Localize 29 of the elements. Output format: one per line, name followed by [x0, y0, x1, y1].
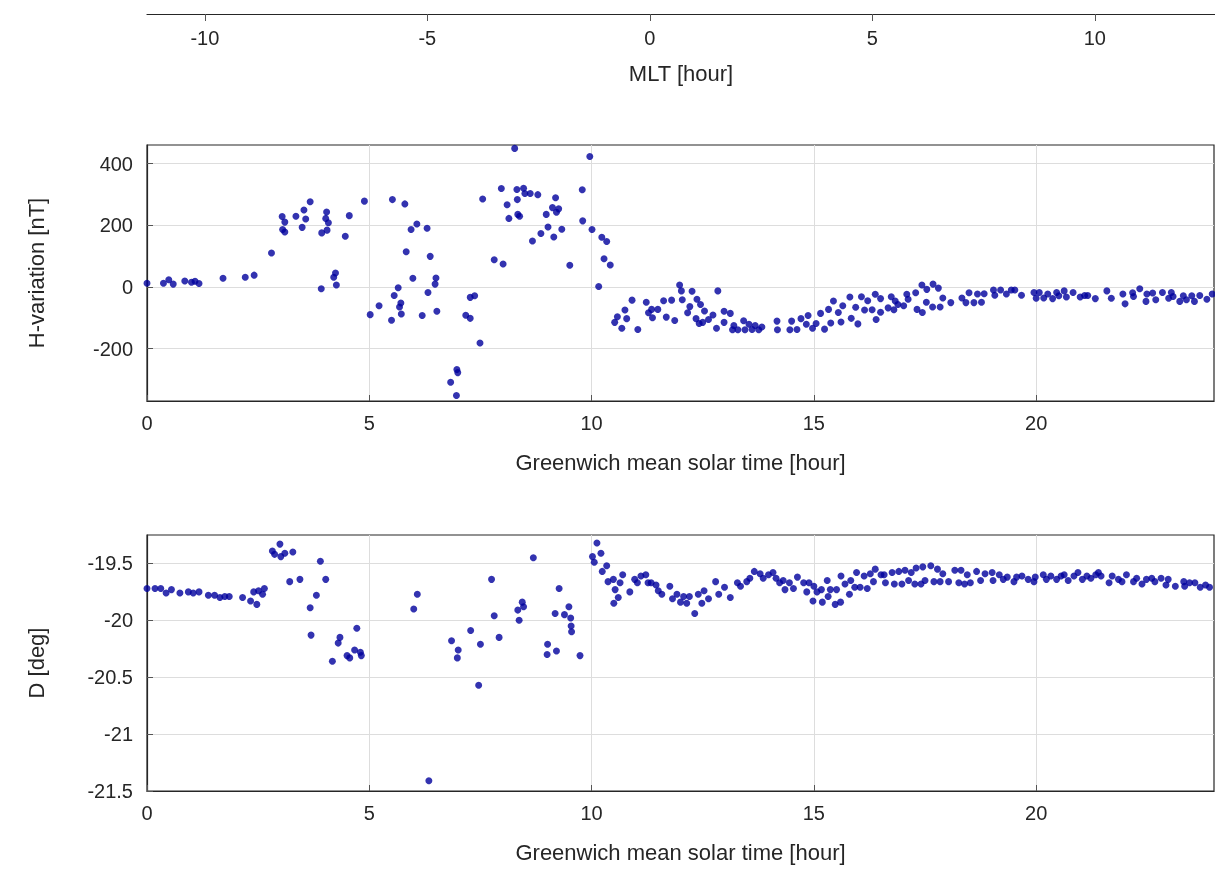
- y-tick-label: 200: [99, 214, 133, 237]
- x-tick-label: 20: [1025, 802, 1048, 824]
- x-tick-label: 0: [141, 802, 153, 824]
- x-tick-label: 5: [363, 412, 375, 434]
- x-tick-label: 15: [802, 412, 825, 434]
- y-tick-label: -200: [92, 337, 133, 360]
- x2-tick-label: 5: [866, 27, 878, 49]
- x2-tick-label: 10: [1083, 27, 1106, 49]
- y-tick-label: -21.5: [87, 780, 133, 802]
- y-tick-label: -21: [104, 723, 133, 746]
- x-tick-label: 15: [802, 802, 825, 824]
- x-tick-label: 20: [1025, 412, 1048, 434]
- x-tick-label: 10: [580, 802, 603, 824]
- y-axis-title: D [deg]: [23, 627, 49, 699]
- x2-tick-label: -5: [418, 27, 437, 49]
- y-tick-label: 0: [121, 275, 133, 298]
- x-axis-title: Greenwich mean solar time [hour]: [515, 449, 846, 475]
- x-tick-label: 10: [580, 412, 603, 434]
- x-tick-label: 5: [363, 802, 375, 824]
- y-tick-label: -20.5: [87, 666, 133, 689]
- y-tick-label: -19.5: [87, 552, 133, 575]
- x2-tick-label: -10: [190, 27, 220, 49]
- x-tick-label: 0: [141, 412, 153, 434]
- x2-tick-label: 0: [644, 27, 656, 49]
- x2-axis-title: MLT [hour]: [628, 60, 734, 86]
- y-tick-label: -20: [104, 609, 133, 632]
- y-tick-label: 400: [99, 152, 133, 175]
- y-axis-title: H-variation [nT]: [23, 197, 49, 349]
- x-axis-title: Greenwich mean solar time [hour]: [515, 839, 846, 865]
